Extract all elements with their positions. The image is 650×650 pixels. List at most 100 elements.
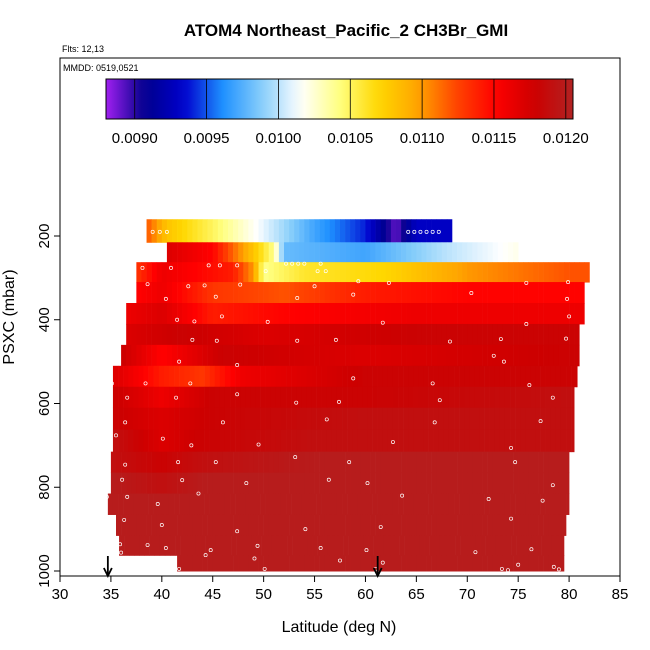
- heatmap-cell: [380, 451, 387, 474]
- heatmap-cell: [202, 282, 208, 304]
- heatmap-cell: [112, 429, 119, 453]
- heatmap-cell: [436, 514, 443, 536]
- heatmap-cell: [452, 303, 458, 325]
- heatmap-cell: [263, 219, 270, 243]
- heatmap-cell: [355, 451, 361, 474]
- heatmap-cell: [334, 344, 341, 367]
- heatmap-cell: [416, 303, 422, 325]
- heatmap-cell: [248, 219, 254, 243]
- heatmap-cell: [436, 323, 443, 346]
- heatmap-cell: [207, 451, 214, 474]
- heatmap-cell: [365, 262, 371, 283]
- data-point: [448, 339, 452, 344]
- heatmap-cell: [258, 451, 264, 474]
- heatmap-cell: [418, 365, 424, 388]
- heatmap-cell: [385, 344, 392, 367]
- heatmap-cell: [467, 303, 473, 325]
- heatmap-cell: [187, 451, 193, 474]
- heatmap-cell: [392, 429, 399, 453]
- heatmap-cell: [121, 451, 127, 474]
- heatmap-cell: [520, 407, 526, 431]
- heatmap-cell: [426, 303, 432, 325]
- heatmap-cell: [411, 451, 417, 474]
- heatmap-cell: [253, 514, 259, 536]
- heatmap-cell: [416, 262, 422, 283]
- colorbar-tick-label: 0.0115: [472, 130, 517, 147]
- heatmap-cell: [370, 262, 376, 283]
- heatmap-cell: [550, 407, 557, 431]
- heatmap-cell: [166, 282, 173, 304]
- heatmap-cell: [233, 344, 239, 367]
- heatmap-cell: [243, 303, 249, 325]
- heatmap-cell: [499, 407, 506, 431]
- heatmap-cell: [530, 407, 536, 431]
- heatmap-cell: [566, 386, 572, 409]
- heatmap-cell: [280, 365, 287, 388]
- heatmap-cell: [543, 472, 550, 495]
- heatmap-cell: [179, 493, 185, 515]
- heatmap-cell: [184, 407, 190, 431]
- heatmap-cell: [253, 472, 259, 495]
- heatmap-cell: [240, 493, 246, 515]
- heatmap-cell: [502, 282, 509, 304]
- heatmap-cell: [141, 344, 147, 367]
- data-point: [145, 282, 150, 287]
- heatmap-cell: [299, 514, 305, 536]
- heatmap-cell: [258, 262, 264, 283]
- heatmap-cell: [462, 344, 468, 367]
- heatmap-cell: [385, 555, 392, 572]
- heatmap-cell: [304, 262, 310, 283]
- heatmap-cell: [443, 429, 450, 453]
- heatmap-cell: [401, 514, 407, 536]
- heatmap-cell: [250, 429, 256, 453]
- heatmap-cell: [457, 262, 463, 283]
- heatmap-cell: [258, 323, 264, 346]
- heatmap-cell: [387, 386, 394, 409]
- heatmap-cell: [370, 282, 376, 304]
- heatmap-cell: [558, 282, 565, 304]
- heatmap-cell: [355, 344, 361, 367]
- heatmap-cell: [228, 262, 234, 283]
- heatmap-cell: [477, 242, 483, 263]
- heatmap-cell: [177, 219, 183, 243]
- heatmap-cell: [467, 514, 473, 536]
- heatmap-cell: [452, 344, 458, 367]
- heatmap-cell: [370, 472, 376, 495]
- heatmap-cell: [406, 472, 412, 495]
- heatmap-cell: [141, 514, 147, 536]
- heatmap-cell: [138, 493, 144, 515]
- heatmap-cell: [294, 451, 300, 474]
- heatmap-cell: [421, 242, 427, 263]
- heatmap-cell: [392, 386, 399, 409]
- heatmap-cell: [561, 535, 565, 556]
- heatmap-cell: [502, 514, 509, 536]
- data-point: [432, 420, 437, 425]
- data-point: [406, 229, 411, 234]
- heatmap-cell: [189, 407, 195, 431]
- heatmap-cell: [497, 242, 504, 263]
- heatmap-cell: [406, 451, 412, 474]
- heatmap-cell: [123, 407, 129, 431]
- heatmap-cell: [340, 282, 346, 304]
- heatmap-cell: [411, 555, 417, 572]
- heatmap-cell: [133, 365, 139, 388]
- heatmap-cell: [284, 344, 290, 367]
- heatmap-cell: [294, 262, 300, 283]
- heatmap-cell: [411, 323, 417, 346]
- heatmap-cell: [558, 262, 565, 283]
- heatmap-cell: [406, 555, 412, 572]
- heatmap-cell: [558, 514, 565, 536]
- heatmap-cell: [291, 493, 297, 515]
- heatmap-cell: [523, 323, 529, 346]
- heatmap-cell: [436, 282, 443, 304]
- heatmap-cell: [482, 323, 488, 346]
- heatmap-cell: [538, 451, 544, 474]
- heatmap-cell: [401, 219, 407, 243]
- heatmap-cell: [479, 429, 485, 453]
- heatmap-cell: [263, 451, 270, 474]
- heatmap-cell: [502, 451, 509, 474]
- heatmap-cell: [340, 242, 346, 263]
- heatmap-cell: [533, 323, 539, 346]
- heatmap-cell: [533, 472, 539, 495]
- heatmap-cell: [136, 323, 142, 346]
